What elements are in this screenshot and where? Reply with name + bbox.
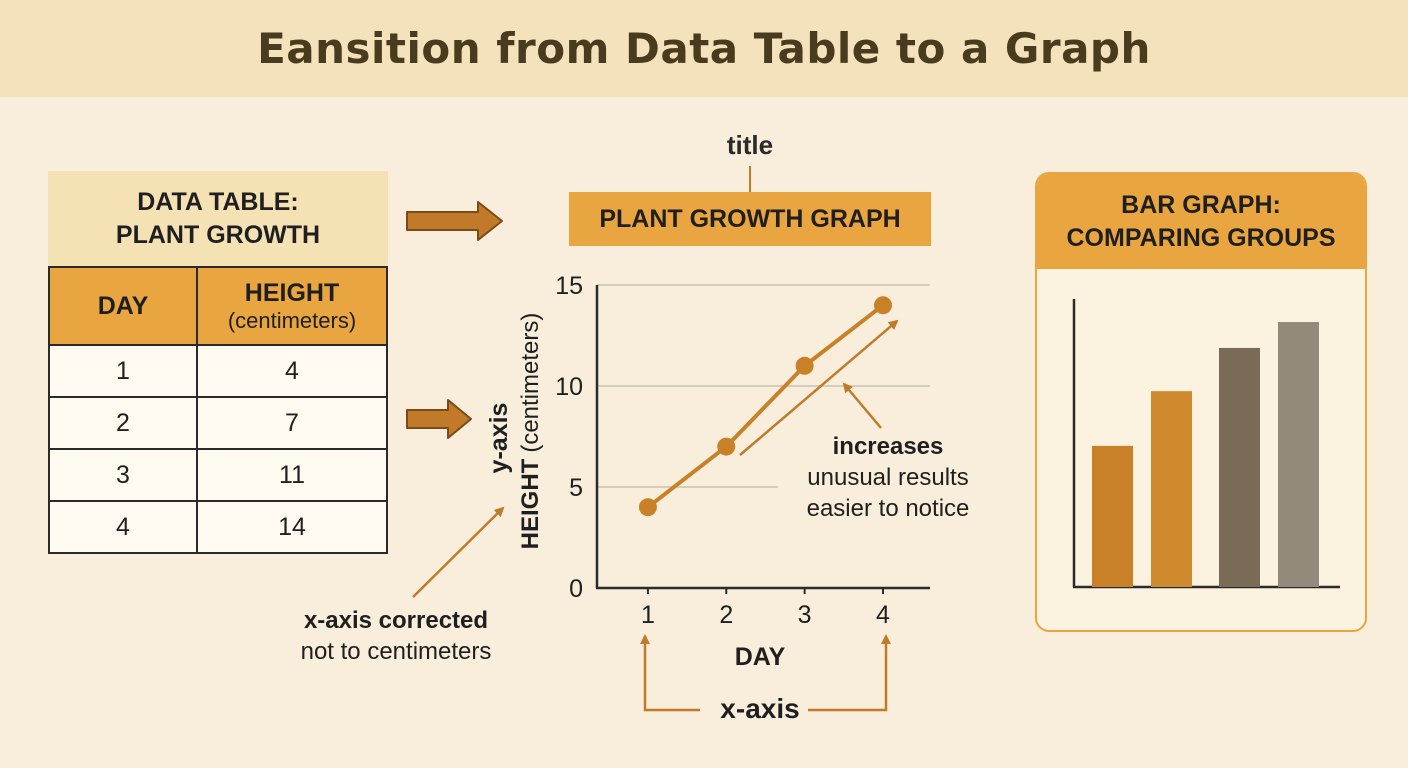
height-cell: 14 bbox=[196, 500, 388, 554]
height-cell: 7 bbox=[196, 396, 388, 450]
x-axis-corrected-bold: x-axis corrected bbox=[303, 607, 489, 634]
trend-annotation: increases unusual results easier to noti… bbox=[768, 431, 1008, 524]
table-title-line-2: PLANT GROWTH bbox=[115, 220, 321, 249]
day-cell: 4 bbox=[48, 500, 198, 554]
column-header-height-label: HEIGHT bbox=[244, 278, 340, 307]
x-axis-corrected-line: not to centimeters bbox=[300, 638, 492, 665]
x-tick-label: 1 bbox=[641, 601, 655, 629]
table-title: DATA TABLE: PLANT GROWTH bbox=[48, 171, 388, 266]
bar-graph-card: BAR GRAPH: COMPARING GROUPS bbox=[1035, 172, 1367, 632]
day-cell: 1 bbox=[48, 344, 198, 398]
y-axis-label: y-axis bbox=[485, 403, 513, 474]
bar bbox=[1219, 347, 1260, 587]
bar bbox=[1151, 391, 1192, 587]
table-to-yaxis-arrow bbox=[406, 399, 472, 439]
title-callout-label: title bbox=[726, 130, 774, 160]
y-axis-title: HEIGHT (centimeters) bbox=[517, 313, 544, 550]
data-table: DAY HEIGHT (centimeters) 1 4 2 7 3 11 4 … bbox=[48, 266, 388, 554]
column-header-height-unit: (centimeters) bbox=[227, 307, 357, 333]
column-header-height: HEIGHT (centimeters) bbox=[196, 266, 388, 346]
y-axis-title-unit: (centimeters) bbox=[517, 313, 544, 453]
gridlines bbox=[597, 284, 930, 488]
trend-annotation-line-2: easier to notice bbox=[806, 495, 970, 522]
bar-graph-illustration bbox=[1072, 299, 1340, 589]
table-row: 4 14 bbox=[48, 500, 388, 554]
x-tick-label: 2 bbox=[719, 601, 733, 629]
day-cell: 2 bbox=[48, 396, 198, 450]
trend-annotation-line-1: unusual results bbox=[807, 464, 969, 491]
title-banner: Eansition from Data Table to a Graph bbox=[0, 0, 1408, 97]
table-row: 3 11 bbox=[48, 448, 388, 502]
x-axis-label: x-axis bbox=[720, 693, 799, 724]
table-row: 2 7 bbox=[48, 396, 388, 450]
bar-graph-title-line-2: COMPARING GROUPS bbox=[1066, 223, 1336, 252]
y-tick-label: 0 bbox=[569, 575, 583, 603]
x-axis-corrected-annotation: x-axis corrected not to centimeters bbox=[246, 605, 546, 667]
data-point bbox=[638, 498, 657, 517]
data-point bbox=[717, 437, 736, 456]
height-cell: 4 bbox=[196, 344, 388, 398]
column-header-day: DAY bbox=[48, 266, 198, 346]
x-tick-label: 4 bbox=[876, 601, 890, 629]
bar bbox=[1092, 445, 1133, 587]
bar bbox=[1278, 322, 1319, 587]
y-tick-label: 15 bbox=[555, 272, 583, 300]
y-axis-title-bold: HEIGHT bbox=[517, 458, 544, 549]
bar-graph-title-line-1: BAR GRAPH: bbox=[1121, 190, 1281, 219]
data-point bbox=[873, 296, 892, 315]
page-title: Eansition from Data Table to a Graph bbox=[257, 24, 1151, 73]
x-axis-bracket-right bbox=[808, 634, 891, 712]
increases-callout-arrow bbox=[842, 382, 882, 429]
x-axis-bracket-left bbox=[640, 634, 700, 712]
bar-graph-card-title: BAR GRAPH: COMPARING GROUPS bbox=[1037, 174, 1365, 269]
x-axis-title: DAY bbox=[735, 643, 786, 671]
line-chart: 0 5 10 15 1 2 3 4 bbox=[555, 272, 930, 629]
day-cell: 3 bbox=[48, 448, 198, 502]
height-cell: 11 bbox=[196, 448, 388, 502]
trend-arrow bbox=[739, 319, 899, 456]
data-point bbox=[795, 356, 814, 375]
table-title-line-1: DATA TABLE: bbox=[137, 187, 299, 216]
x-axis-corrected-arrow bbox=[412, 506, 505, 598]
graph-title: PLANT GROWTH GRAPH bbox=[569, 192, 931, 246]
x-tick-label: 3 bbox=[798, 601, 812, 629]
table-to-graph-arrow bbox=[406, 201, 503, 241]
y-tick-label: 5 bbox=[569, 474, 583, 502]
series-line bbox=[646, 303, 885, 509]
table-row: 1 4 bbox=[48, 344, 388, 398]
trend-annotation-bold: increases bbox=[832, 433, 944, 460]
y-tick-label: 10 bbox=[555, 373, 583, 401]
